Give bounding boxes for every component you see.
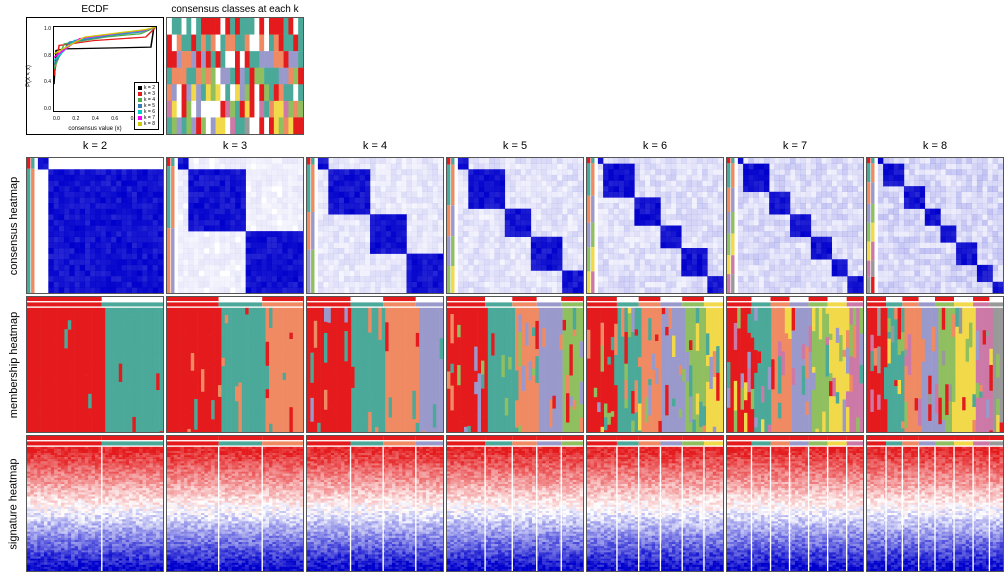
signature-heatmap-k5: [446, 435, 584, 572]
signature-heatmap-k3: [166, 435, 304, 572]
signature-heatmap-k6: [586, 435, 724, 572]
membership-heatmap-k4: [306, 296, 444, 433]
membership-heatmap-k7: [726, 296, 864, 433]
ecdf-ylabel: P(X < x): [26, 65, 32, 87]
consensus-heatmap-k2: [26, 157, 164, 294]
row-label-signature: signature heatmap: [4, 435, 24, 572]
consensus-heatmap-k8: [866, 157, 1004, 294]
signature-heatmap-k2: [26, 435, 164, 572]
consensus-classes-svg: [167, 18, 303, 134]
col-header-k7: k = 7: [726, 137, 864, 155]
consensus-heatmap-k4: [306, 157, 444, 294]
membership-heatmap-k2: [26, 296, 164, 433]
col-header-k8: k = 8: [866, 137, 1004, 155]
ecdf-title: ECDF: [26, 4, 164, 15]
ecdf-box: P(X < x) 1.00.80.40.0 0.00.20.40.60.81.0…: [26, 17, 164, 135]
consensus-heatmap-k7: [726, 157, 864, 294]
membership-heatmap-k5: [446, 296, 584, 433]
consensus-classes-cell: [166, 17, 304, 135]
signature-heatmap-k8: [866, 435, 1004, 572]
membership-heatmap-k8: [866, 296, 1004, 433]
membership-heatmap-k3: [166, 296, 304, 433]
consensus-classes-title: consensus classes at each k: [166, 4, 304, 15]
row-label-membership: membership heatmap: [4, 296, 24, 433]
ecdf-legend: k = 2k = 3k = 4k = 5k = 6k = 7k = 8: [134, 82, 159, 130]
figure-grid: ECDF P(X < x) 1.00.80.40.0 0.00.20.40.60…: [4, 4, 1004, 572]
ecdf-xlabel: consensus value (x): [68, 126, 121, 132]
signature-heatmap-k7: [726, 435, 864, 572]
membership-heatmap-k6: [586, 296, 724, 433]
row-label-consensus: consensus heatmap: [4, 157, 24, 294]
col-header-k4: k = 4: [306, 137, 444, 155]
consensus-classes-panel: consensus classes at each k: [166, 4, 304, 135]
ecdf-yticks: 1.00.80.40.0: [39, 26, 51, 112]
col-header-k3: k = 3: [166, 137, 304, 155]
signature-heatmap-k4: [306, 435, 444, 572]
col-header-k2: k = 2: [26, 137, 164, 155]
col-header-k5: k = 5: [446, 137, 584, 155]
consensus-heatmap-k6: [586, 157, 724, 294]
ecdf-panel: ECDF P(X < x) 1.00.80.40.0 0.00.20.40.60…: [26, 4, 164, 135]
consensus-heatmap-k5: [446, 157, 584, 294]
col-header-k6: k = 6: [586, 137, 724, 155]
consensus-heatmap-k3: [166, 157, 304, 294]
